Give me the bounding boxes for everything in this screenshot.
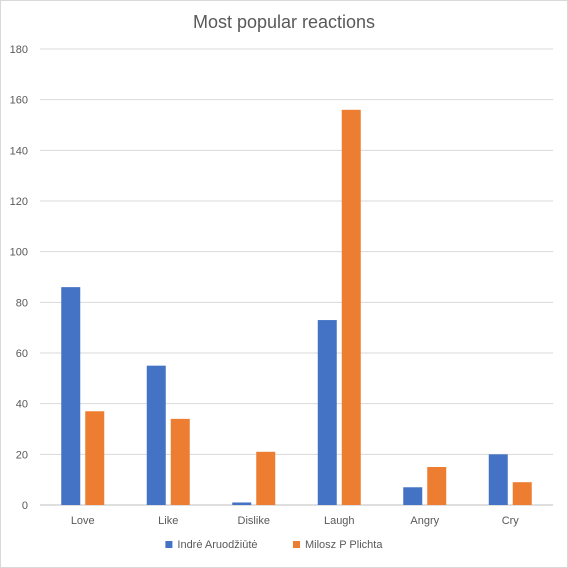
bar-laugh-series-2 [341,109,361,506]
y-tick-label: 0 [22,500,28,512]
legend-swatch-series-1 [165,541,173,548]
x-tick-label: Laugh [324,515,355,527]
gridlines [40,48,553,506]
y-tick-label: 160 [10,95,28,107]
y-tick-label: 60 [16,348,28,360]
legend-swatch-series-2 [293,541,300,548]
x-tick-label: Love [71,515,95,527]
bar-love-series-2 [85,411,105,505]
y-tick-label: 120 [10,196,28,208]
bar-laugh-series-1 [317,320,337,505]
bar-dislike-series-1 [232,502,252,505]
legend-label-series-1: Indrė Aruodžiūtė [177,539,257,551]
bar-like-series-2 [170,418,190,505]
x-tick-label: Dislike [238,515,270,527]
y-tick-label: 80 [16,297,28,309]
bars [61,109,532,506]
y-tick-label: 180 [10,44,28,56]
x-axis-ticks: Love Like Dislike Laugh Angry Cry [71,515,519,527]
x-tick-label: Cry [502,515,520,527]
bar-like-series-1 [146,365,166,505]
y-tick-label: 100 [10,247,28,259]
x-tick-label: Like [158,515,178,527]
legend-label-series-2: Milosz P Plichta [305,539,383,551]
bar-dislike-series-2 [256,451,276,505]
chart-title: Most popular reactions [193,12,375,32]
bar-cry-series-1 [488,454,508,505]
y-tick-label: 40 [16,399,28,411]
x-tick-label: Angry [410,515,439,527]
bar-angry-series-1 [403,487,423,505]
bar-cry-series-2 [512,482,532,505]
y-axis-ticks: 0 20 40 60 80 100 120 140 160 180 [10,44,28,512]
bar-love-series-1 [61,287,81,505]
y-tick-label: 140 [10,145,28,157]
y-tick-label: 20 [16,449,28,461]
bar-angry-series-2 [427,467,447,505]
legend: Indrė Aruodžiūtė Milosz P Plichta [165,539,383,551]
